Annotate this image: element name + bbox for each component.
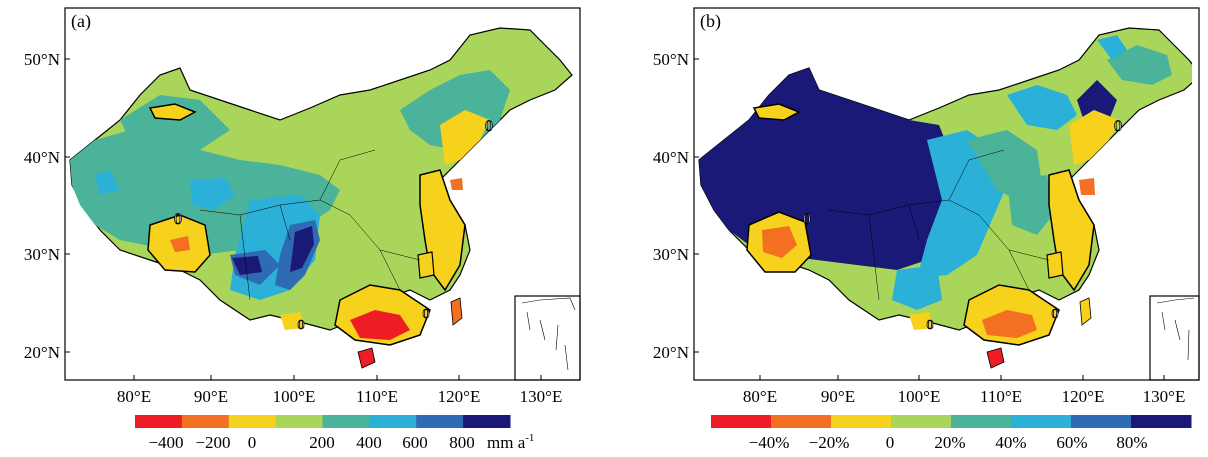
- lat-tick: 40°N: [653, 148, 689, 167]
- colorbar-label: 800: [449, 433, 475, 452]
- colorbar-swatch: [891, 415, 952, 428]
- colorbar-swatch: [181, 415, 230, 428]
- colorbar-label: 80%: [1116, 433, 1147, 452]
- contour-label: 0: [423, 307, 430, 322]
- panel-label: (a): [71, 11, 91, 32]
- lon-axis-b: 80°E 90°E 100°E 110°E 120°E 130°E: [743, 375, 1185, 406]
- panel-b: 0 0 0 0 (b) 50°N 40°N 30°N 20°N 80°E 90°…: [604, 0, 1208, 452]
- contour-label: 0: [1052, 307, 1059, 322]
- colorbar-label: 200: [309, 433, 335, 452]
- map-frame-b: [693, 7, 1200, 381]
- lon-tick: 110°E: [980, 387, 1022, 406]
- colorbar-unit: mm a-1: [487, 432, 534, 452]
- colorbar-label: 400: [356, 433, 382, 452]
- lon-tick: 130°E: [520, 387, 563, 406]
- colorbar-swatch: [416, 415, 464, 428]
- lon-tick: 100°E: [273, 387, 316, 406]
- contour-label: 0: [485, 118, 493, 135]
- colorbar-label: 0: [886, 433, 895, 452]
- contour-label: 0: [803, 211, 811, 228]
- contour-labels-b: 0 0 0 0: [803, 118, 1123, 334]
- lon-tick: 120°E: [1062, 387, 1105, 406]
- colorbar-a: −400 −200 0 200 400 600 800 mm a-1: [135, 415, 534, 452]
- colorbar-label: 0: [248, 433, 257, 452]
- colorbar-swatch: [831, 415, 892, 428]
- colorbar-swatch: [135, 415, 183, 428]
- lat-axis-a: 50°N 40°N 30°N 20°N: [24, 50, 70, 362]
- map-b: 0 0 0 0 (b) 50°N 40°N 30°N 20°N 80°E 90°…: [653, 7, 1200, 452]
- colorbar-swatch: [1011, 415, 1072, 428]
- lon-tick: 130°E: [1143, 387, 1186, 406]
- colorbar-swatch: [711, 415, 772, 428]
- colorbar-label: −20%: [809, 433, 850, 452]
- colorbar-label: 600: [402, 433, 428, 452]
- lat-axis-b: 50°N 40°N 30°N 20°N: [653, 50, 699, 362]
- lon-tick: 100°E: [898, 387, 941, 406]
- lat-tick: 20°N: [24, 343, 60, 362]
- colorbar-swatch: [1131, 415, 1192, 428]
- south-china-sea-inset: [1149, 295, 1200, 381]
- contour-labels-a: 0 0 0 0: [174, 118, 494, 334]
- colorbar-b: −40% −20% 0 20% 40% 60% 80%: [711, 415, 1192, 452]
- lat-tick: 50°N: [653, 50, 689, 69]
- colorbar-swatch: [228, 415, 277, 428]
- lon-tick: 110°E: [356, 387, 398, 406]
- colorbar-label: 20%: [934, 433, 965, 452]
- colorbar-swatch: [1071, 415, 1132, 428]
- contour-label: 0: [298, 318, 305, 333]
- south-china-sea-inset: [514, 295, 581, 381]
- map-fill-a: [69, 27, 573, 369]
- contour-label: 0: [1114, 118, 1122, 135]
- colorbar-swatch: [275, 415, 323, 428]
- colorbar-label: 60%: [1056, 433, 1087, 452]
- lon-tick: 90°E: [821, 387, 855, 406]
- lat-tick: 40°N: [24, 148, 60, 167]
- colorbar-label: −200: [195, 433, 230, 452]
- lat-tick: 30°N: [24, 245, 60, 264]
- colorbar-swatch: [463, 415, 511, 428]
- lat-tick: 20°N: [653, 343, 689, 362]
- lon-tick: 80°E: [117, 387, 151, 406]
- panel-label: (b): [700, 11, 721, 32]
- colorbar-label: 40%: [995, 433, 1026, 452]
- map-a: 0 0 0 0 (a) 50°N 40°N 30°N 20°N 80°E 90°…: [24, 7, 581, 452]
- colorbar-swatch: [322, 415, 370, 428]
- colorbar-swatch: [771, 415, 832, 428]
- lon-tick: 90°E: [194, 387, 228, 406]
- lon-tick: 80°E: [743, 387, 777, 406]
- contour-label: 0: [174, 211, 182, 228]
- lat-tick: 50°N: [24, 50, 60, 69]
- colorbar-swatch: [951, 415, 1012, 428]
- colorbar-swatch: [369, 415, 417, 428]
- contour-label: 0: [927, 318, 934, 333]
- map-frame-a: [64, 7, 581, 381]
- colorbar-label: −40%: [749, 433, 790, 452]
- colorbar-label: −400: [148, 433, 183, 452]
- lon-tick: 120°E: [438, 387, 481, 406]
- panel-a: 0 0 0 0 (a) 50°N 40°N 30°N 20°N 80°E 90°…: [0, 0, 604, 452]
- map-fill-b: [698, 27, 1192, 369]
- lat-tick: 30°N: [653, 245, 689, 264]
- lon-axis-a: 80°E 90°E 100°E 110°E 120°E 130°E: [117, 375, 562, 406]
